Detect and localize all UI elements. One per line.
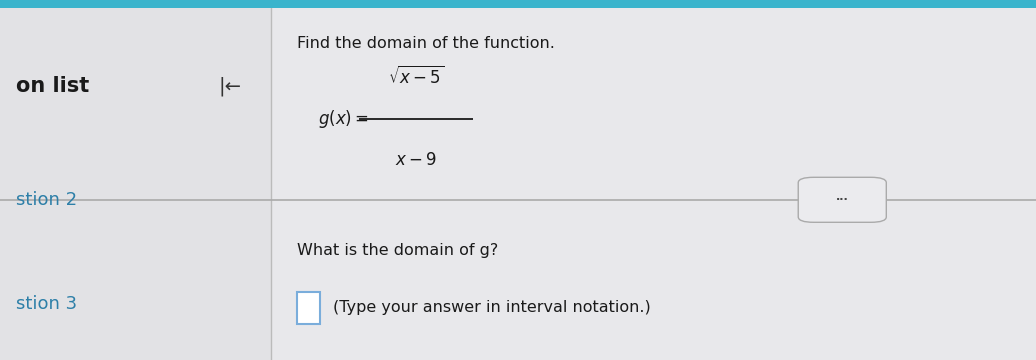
Text: $g(x) =$: $g(x) =$ xyxy=(318,108,369,130)
Text: What is the domain of g?: What is the domain of g? xyxy=(297,243,498,258)
Text: Find the domain of the function.: Find the domain of the function. xyxy=(297,36,555,51)
Text: (Type your answer in interval notation.): (Type your answer in interval notation.) xyxy=(333,300,651,315)
Text: stion 2: stion 2 xyxy=(16,191,77,209)
Text: stion 3: stion 3 xyxy=(16,295,77,313)
FancyBboxPatch shape xyxy=(297,292,320,324)
Text: on list: on list xyxy=(16,76,89,96)
Bar xyxy=(0,0,1036,8)
Text: $x-9$: $x-9$ xyxy=(396,151,437,169)
Text: |←: |← xyxy=(219,77,241,96)
FancyBboxPatch shape xyxy=(798,177,886,222)
Bar xyxy=(0,0,271,360)
Text: ···: ··· xyxy=(836,195,848,205)
Text: $\sqrt{x-5}$: $\sqrt{x-5}$ xyxy=(388,66,444,89)
